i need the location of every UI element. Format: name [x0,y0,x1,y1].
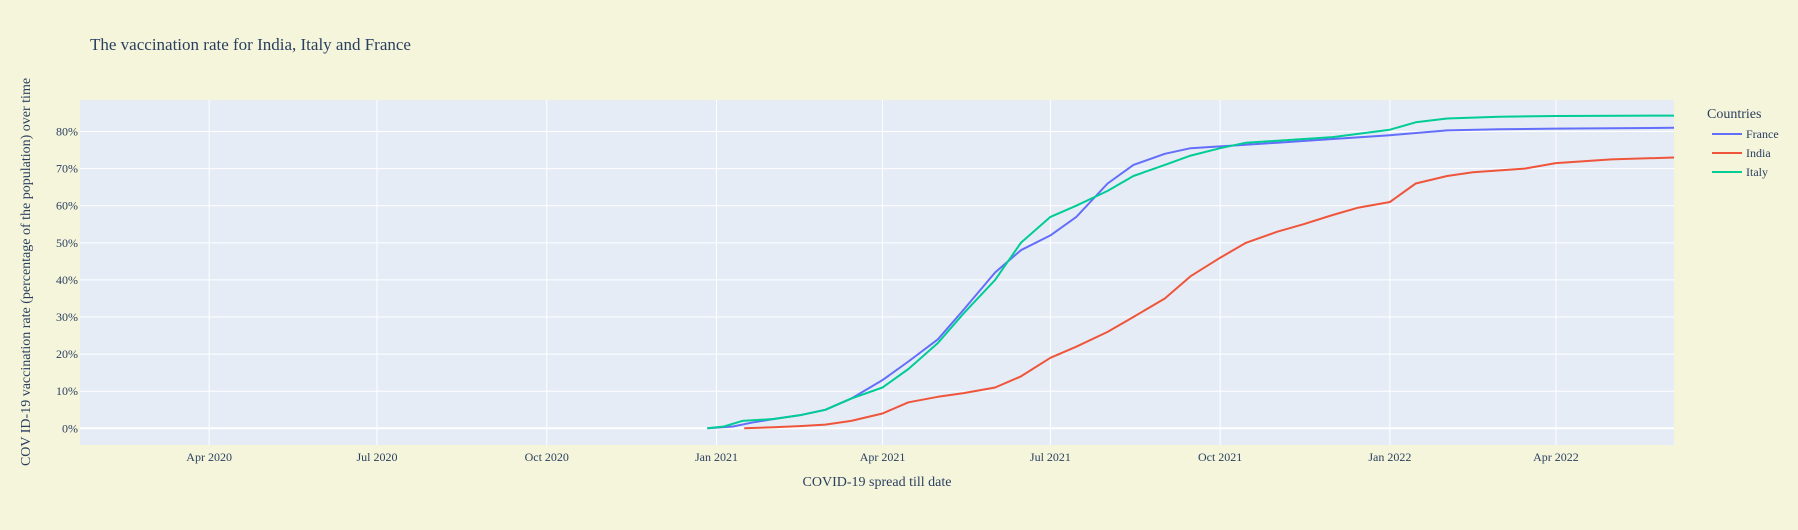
y-tick-label: 70% [56,162,78,176]
y-axis-ticks: 0% 10% 20% 30% 40% 50% 60% 70% 80% [56,125,78,436]
x-tick-label: Apr 2022 [1533,450,1579,464]
x-tick-label: Jan 2021 [695,450,738,464]
y-tick-label: 10% [56,384,78,398]
series-line-italy [707,114,1675,430]
x-tick-label: Apr 2021 [860,450,906,464]
legend-item-france[interactable]: France [1712,127,1779,141]
series-lines [707,114,1675,430]
y-tick-label: 0% [62,421,78,435]
legend: Countries France India Italy [1707,107,1779,179]
x-tick-label: Jul 2020 [357,450,398,464]
gridlines [80,100,1674,445]
legend-title: Countries [1707,107,1761,122]
y-tick-label: 30% [56,310,78,324]
y-axis-title: COV ID-19 vaccination rate (percentage o… [19,78,34,466]
plot-area [80,100,1674,445]
legend-label: India [1746,146,1771,160]
series-line-india [744,156,1675,430]
x-tick-label: Apr 2020 [186,450,232,464]
y-tick-label: 50% [56,236,78,250]
x-axis-title: COVID-19 spread till date [803,475,952,490]
y-tick-label: 40% [56,273,78,287]
y-tick-label: 80% [56,125,78,139]
y-tick-label: 20% [56,347,78,361]
x-tick-label: Oct 2021 [1198,450,1242,464]
x-tick-label: Jul 2021 [1030,450,1071,464]
legend-items: France India Italy [1712,127,1779,179]
legend-item-india[interactable]: India [1712,146,1771,160]
legend-label: Italy [1746,165,1768,179]
x-tick-label: Oct 2020 [525,450,569,464]
y-tick-label: 60% [56,199,78,213]
x-axis-ticks: Apr 2020 Jul 2020 Oct 2020 Jan 2021 Apr 2021… [186,450,1578,464]
chart-title: The vaccination rate for India, Italy an… [90,35,411,54]
x-tick-label: Jan 2022 [1368,450,1411,464]
legend-item-italy[interactable]: Italy [1712,165,1768,179]
legend-label: France [1746,127,1779,141]
